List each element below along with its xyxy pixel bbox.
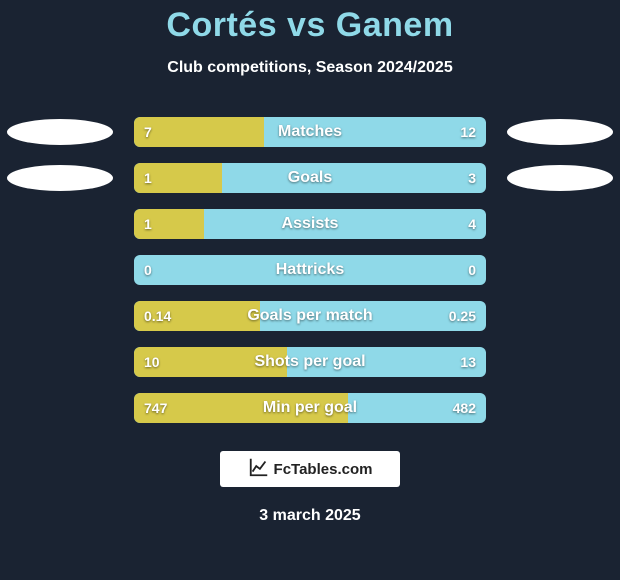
player-badge-left <box>7 165 113 191</box>
stat-bar: 00Hattricks <box>134 255 486 285</box>
player-badge-left <box>7 119 113 145</box>
stat-row: 0.140.25Goals per match <box>0 301 620 331</box>
stat-bar: 13Goals <box>134 163 486 193</box>
stat-bar: 1013Shots per goal <box>134 347 486 377</box>
chart-icon <box>248 456 270 483</box>
page-title: Cortés vs Ganem <box>166 6 453 45</box>
stat-row: 712Matches <box>0 117 620 147</box>
stat-bar: 712Matches <box>134 117 486 147</box>
stat-label: Min per goal <box>134 393 486 423</box>
stat-row: 13Goals <box>0 163 620 193</box>
stat-label: Shots per goal <box>134 347 486 377</box>
stat-row: 00Hattricks <box>0 255 620 285</box>
stats-rows: 712Matches 13Goals 14Assists 00Hattricks 0.1… <box>0 117 620 423</box>
stat-row: 747482Min per goal <box>0 393 620 423</box>
stat-bar: 747482Min per goal <box>134 393 486 423</box>
stat-row: 14Assists <box>0 209 620 239</box>
page-subtitle: Club competitions, Season 2024/2025 <box>167 59 452 77</box>
stat-label: Matches <box>134 117 486 147</box>
stat-label: Assists <box>134 209 486 239</box>
brand-text: FcTables.com <box>274 461 373 478</box>
stat-row: 1013Shots per goal <box>0 347 620 377</box>
player-badge-right <box>507 119 613 145</box>
stat-bar: 0.140.25Goals per match <box>134 301 486 331</box>
infographic-container: Cortés vs Ganem Club competitions, Seaso… <box>0 0 620 580</box>
stat-label: Goals <box>134 163 486 193</box>
player-badge-right <box>507 165 613 191</box>
footer-date: 3 march 2025 <box>259 507 360 525</box>
stat-label: Goals per match <box>134 301 486 331</box>
brand-badge: FcTables.com <box>220 451 400 487</box>
stat-bar: 14Assists <box>134 209 486 239</box>
stat-label: Hattricks <box>134 255 486 285</box>
